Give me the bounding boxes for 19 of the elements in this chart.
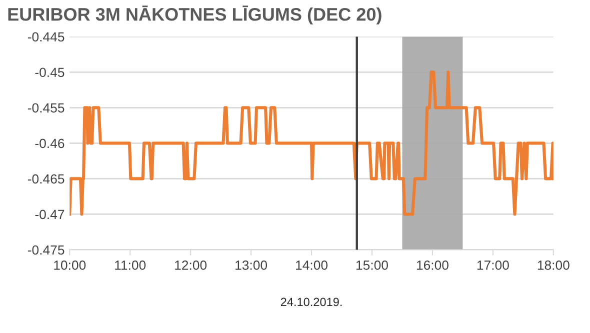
line-series: [70, 70, 554, 216]
x-tick-label: 10:00: [54, 260, 86, 270]
x-tick-label: 12:00: [175, 260, 207, 270]
y-tick-label: -0.45: [35, 68, 64, 78]
x-tick-label: 11:00: [115, 260, 146, 270]
y-tick-label: -0.47: [35, 210, 64, 220]
x-tick-label: 17:00: [477, 260, 509, 270]
x-tick-label: 13:00: [236, 260, 268, 270]
x-tick-label: 18:00: [538, 260, 570, 270]
x-axis-title: 24.10.2019.: [280, 298, 342, 306]
y-tick-label: -0.455: [28, 103, 64, 113]
y-tick-label: -0.475: [28, 245, 64, 255]
x-tick-label: 14:00: [296, 260, 328, 270]
x-tick-label: 16:00: [416, 260, 448, 270]
y-tick-label: -0.465: [28, 174, 64, 184]
x-tick-label: 15:00: [356, 260, 388, 270]
chart-title: EURIBOR 3M NĀKOTNES LĪGUMS (DEC 20): [8, 6, 382, 24]
y-tick-label: -0.445: [28, 32, 64, 42]
y-tick-label: -0.46: [35, 138, 64, 148]
